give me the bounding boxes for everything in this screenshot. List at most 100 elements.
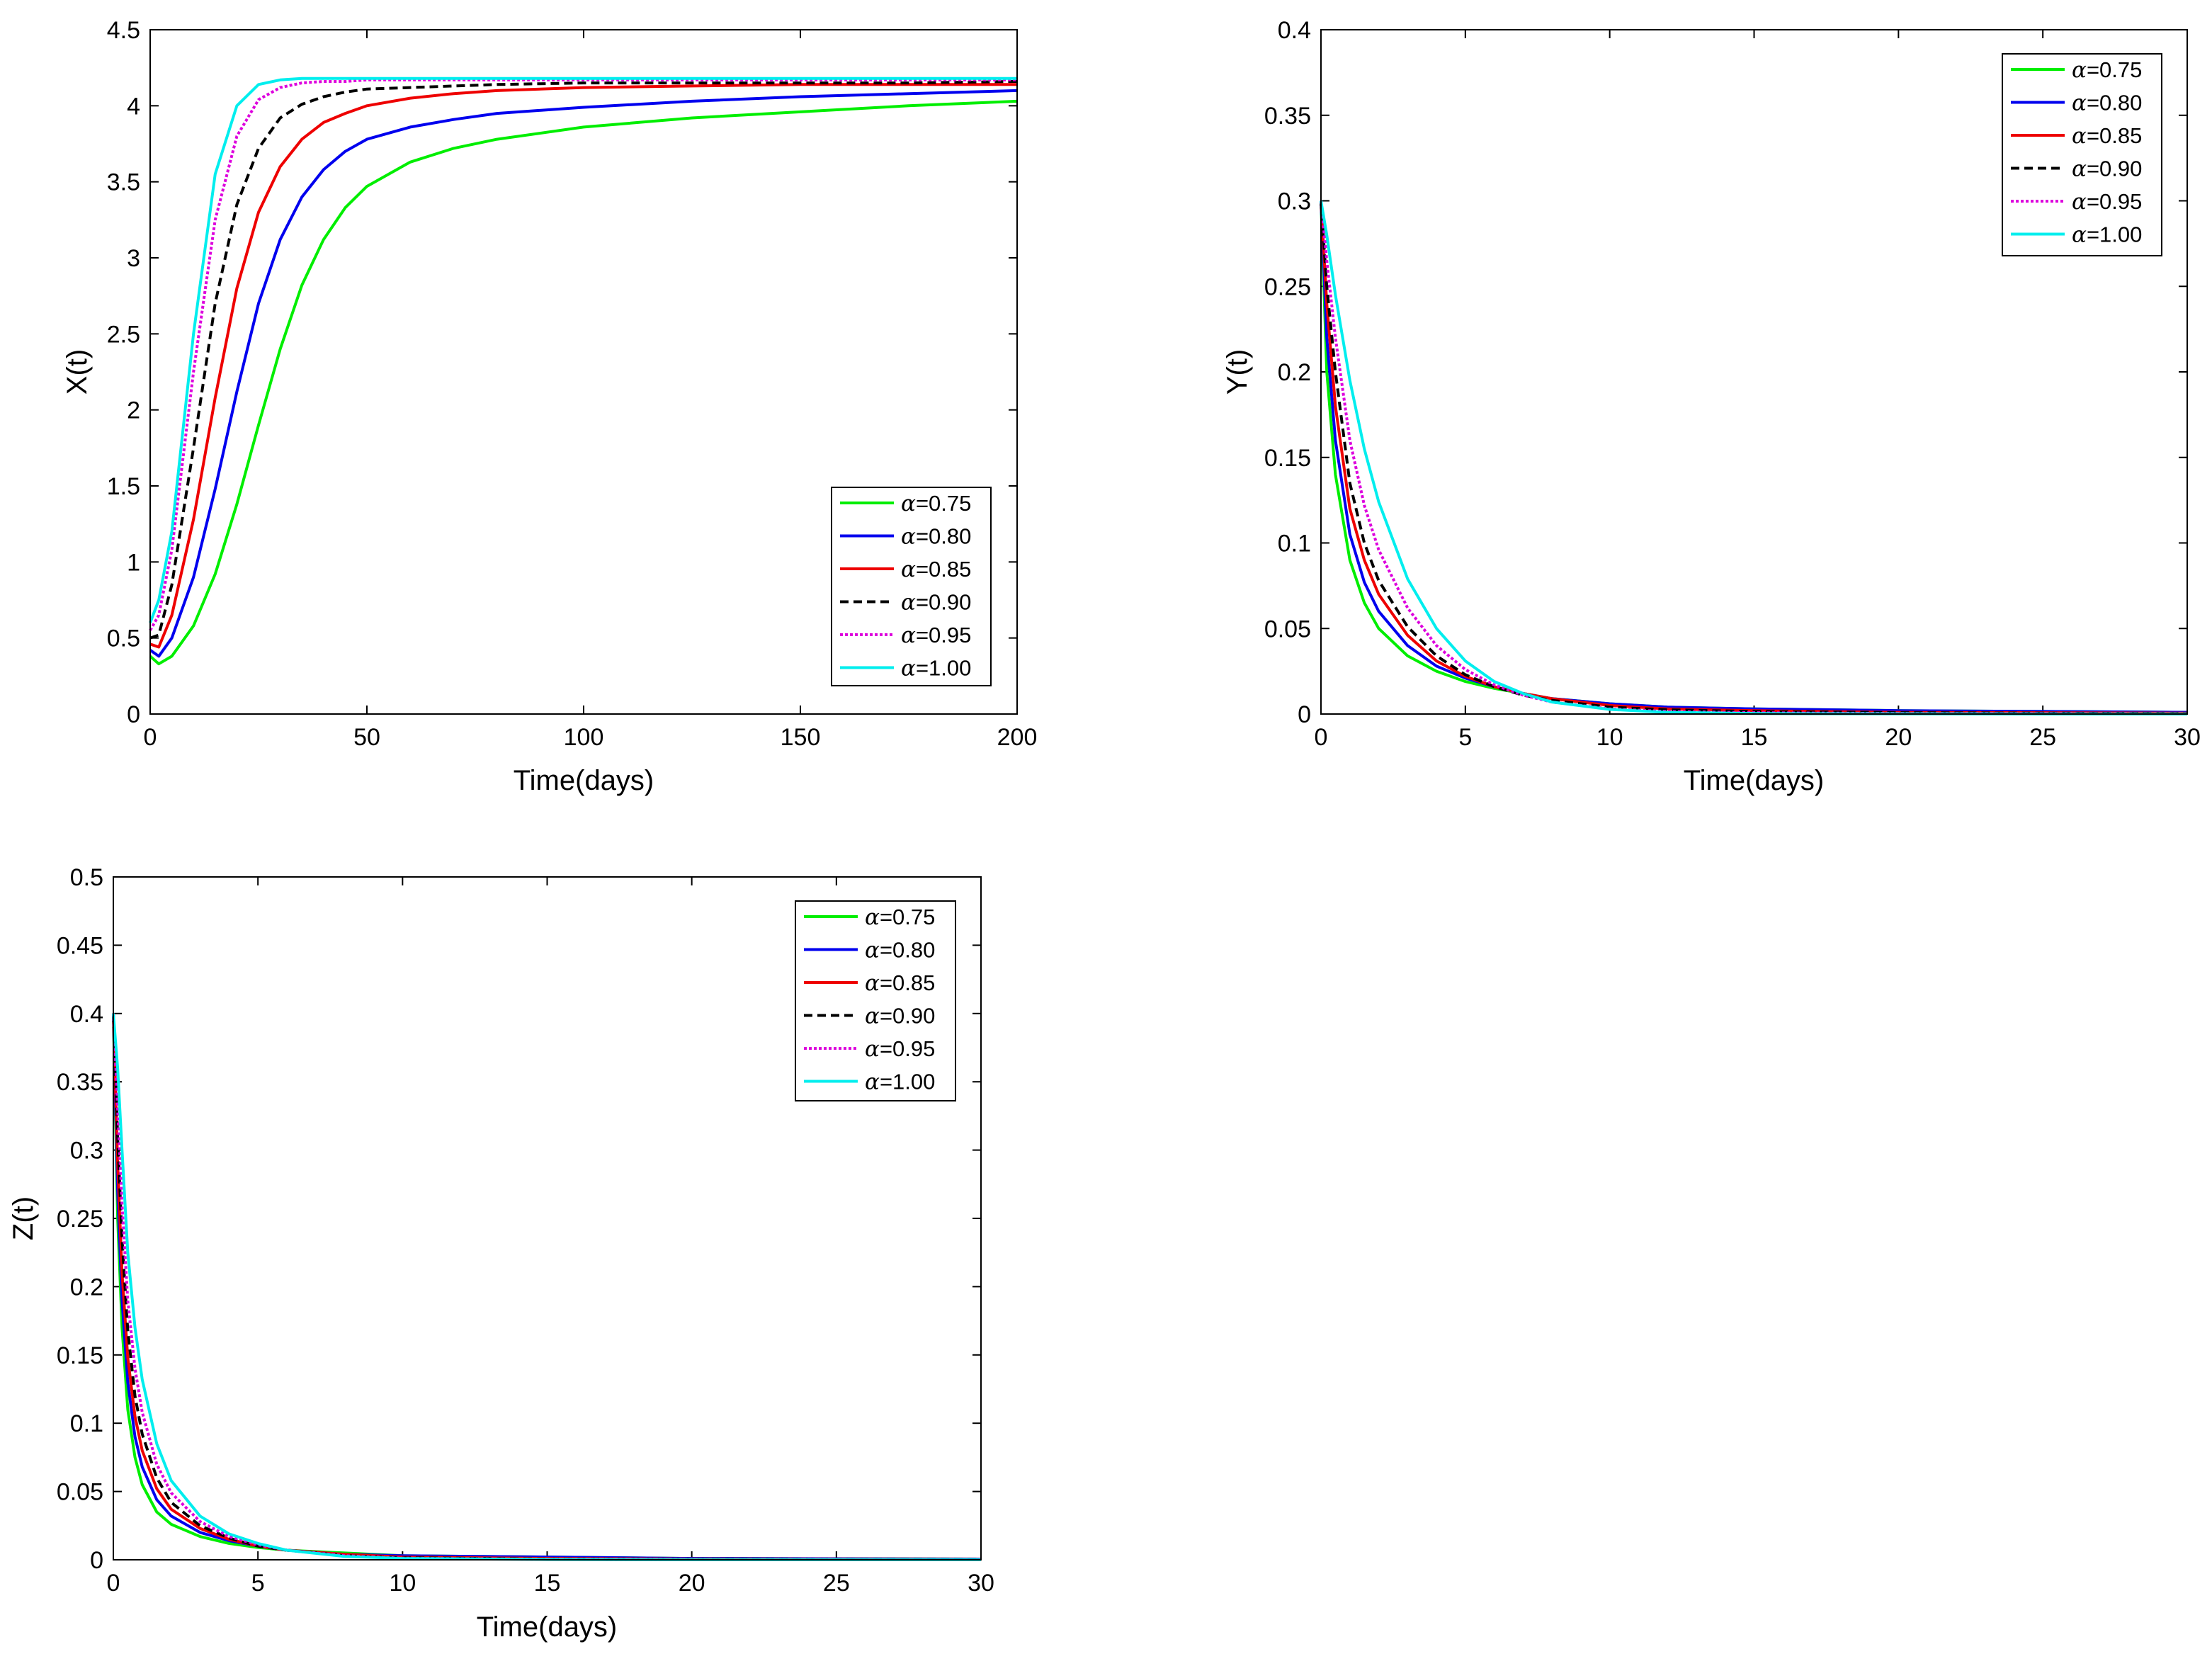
series-line-alpha-0.75: [149, 99, 1018, 666]
legend-box: [795, 900, 956, 1101]
legend-label: α=0.75: [2072, 57, 2142, 83]
axes-box-y: [1320, 29, 2188, 715]
y-tick-label: 0.3: [1278, 188, 1311, 215]
x-tick-label: 50: [353, 724, 380, 751]
legend-label: α=0.85: [901, 557, 971, 582]
ticks-z: 0 5 10 15 20 25 30 0 0.05 0.1 0.15 0.2 0.25 0.3 0.35 0.…: [57, 864, 994, 1597]
y-tick-label: 0: [127, 701, 140, 728]
legend-label: α=0.90: [901, 590, 971, 616]
series-lines-z: [112, 1013, 982, 1561]
y-tick-label: 3.5: [107, 169, 140, 196]
x-tick-label: 20: [679, 1570, 705, 1597]
legend-label: α=0.90: [865, 1004, 935, 1029]
y-tick-label: 0.5: [107, 625, 140, 652]
legend-label: α=0.90: [2072, 157, 2142, 182]
legend-label: α=0.85: [2072, 123, 2142, 149]
x-tick-label: 15: [1741, 724, 1768, 751]
y-tick-label: 0.1: [1278, 531, 1311, 557]
x-tick-label: 0: [1315, 724, 1328, 751]
y-tick-label: 0.35: [57, 1069, 103, 1096]
y-tick-label: 0: [1298, 701, 1311, 728]
y-tick-label: 0.15: [57, 1342, 103, 1369]
x-tick-label: 10: [389, 1570, 416, 1597]
x-tick-label: 150: [781, 724, 821, 751]
x-tick-label: 0: [144, 724, 157, 751]
legend-entries: α=0.75 α=0.80 α=0.85 α=0.90 α=0.95 α=1.00: [2011, 57, 2142, 248]
legend-label: α=0.80: [865, 938, 935, 963]
legend-label: α=0.75: [865, 905, 935, 930]
x-tick-label: 5: [251, 1570, 265, 1597]
y-tick-label: 2.5: [107, 321, 140, 348]
series-line-alpha-0.80: [149, 89, 1018, 658]
series-line-alpha-1.00: [112, 1013, 981, 1561]
panel-x-chart: 0 50 100 150 200 0 0.5 1 1.5 2 2.5 3 3.5 4 4.5 Time(da…: [62, 17, 1037, 796]
y-tick-label: 0.25: [1264, 273, 1311, 300]
legend-entries: α=0.75 α=0.80 α=0.85 α=0.90 α=0.95 α=1.00: [840, 491, 971, 681]
ticks-x: 0 50 100 150 200 0 0.5 1 1.5 2 2.5 3 3.5 4 4.5: [107, 17, 1038, 751]
y-tick-label: 0.1: [70, 1410, 103, 1437]
x-tick-label: 20: [1885, 724, 1912, 751]
legend-label: α=0.80: [2072, 91, 2142, 116]
y-tick-label: 0.05: [57, 1479, 103, 1506]
x-tick-label: 25: [823, 1570, 850, 1597]
legend: α=0.75 α=0.80 α=0.85 α=0.90 α=0.95 α=1.00: [2002, 53, 2162, 256]
legend-label: α=0.95: [2072, 189, 2142, 215]
series-line-alpha-0.85: [149, 83, 1017, 649]
x-axis-title: Time(days): [1684, 765, 1825, 796]
y-tick-label: 3: [127, 245, 140, 272]
y-tick-label: 0.5: [70, 864, 103, 891]
legend-label: α=0.85: [865, 970, 935, 996]
series-lines-y: [1320, 200, 2188, 715]
x-tick-label: 30: [2174, 724, 2201, 751]
legend-label: α=0.95: [865, 1036, 935, 1062]
legend: α=0.75 α=0.80 α=0.85 α=0.90 α=0.95 α=1.00: [831, 487, 992, 686]
legend-label: α=0.75: [901, 491, 971, 516]
y-tick-label: 0.3: [70, 1138, 103, 1165]
series-line-alpha-0.90: [1320, 200, 2188, 715]
axes-box-x: [149, 29, 1018, 715]
x-tick-label: 15: [534, 1570, 561, 1597]
x-tick-label: 100: [564, 724, 604, 751]
y-axis-title: X(t): [62, 349, 93, 395]
x-tick-label: 10: [1596, 724, 1623, 751]
x-axis-title: Time(days): [477, 1611, 618, 1643]
axes-box-z: [113, 876, 982, 1560]
y-tick-label: 0.35: [1264, 103, 1311, 130]
legend-label: α=1.00: [865, 1070, 935, 1095]
legend-label: α=0.95: [901, 623, 971, 648]
series-line-alpha-0.90: [149, 80, 1018, 640]
y-tick-label: 0.4: [70, 1001, 103, 1028]
series-line-alpha-1.00: [149, 77, 1017, 623]
y-tick-label: 1: [127, 549, 140, 576]
y-tick-label: 0.05: [1264, 616, 1311, 642]
y-tick-label: 1.5: [107, 473, 140, 500]
legend: α=0.75 α=0.80 α=0.85 α=0.90 α=0.95 α=1.00: [795, 900, 956, 1101]
y-tick-label: 0.25: [57, 1206, 103, 1233]
x-tick-label: 25: [2029, 724, 2056, 751]
x-tick-label: 30: [968, 1570, 994, 1597]
series-line-alpha-0.95: [112, 1013, 982, 1561]
y-tick-label: 4.5: [107, 17, 140, 44]
x-tick-label: 200: [997, 724, 1038, 751]
y-tick-label: 0.4: [1278, 17, 1311, 44]
y-tick-label: 0.45: [57, 932, 103, 959]
legend-label: α=1.00: [901, 656, 971, 681]
y-tick-label: 2: [127, 397, 140, 424]
y-axis-title: Y(t): [1222, 349, 1253, 395]
y-tick-label: 0.15: [1264, 445, 1311, 472]
x-axis-title: Time(days): [514, 765, 654, 796]
legend-box: [2002, 53, 2162, 256]
panel-z-chart: 0 5 10 15 20 25 30 0 0.05 0.1 0.15 0.2 0.25 0.3 0.35 0.…: [8, 864, 994, 1643]
legend-entries: α=0.75 α=0.80 α=0.85 α=0.90 α=0.95 α=1.00: [804, 905, 935, 1095]
legend-label: α=1.00: [2072, 222, 2142, 248]
panel-y-chart: 0 5 10 15 20 25 30 0 0.05 0.1 0.15 0.2 0.25 0.3 0.35 0.…: [1222, 17, 2201, 796]
legend-box: [831, 487, 992, 686]
y-axis-title: Z(t): [8, 1196, 39, 1240]
y-tick-label: 0: [90, 1547, 103, 1574]
y-tick-label: 0.2: [70, 1274, 103, 1301]
x-tick-label: 0: [107, 1570, 120, 1597]
x-tick-label: 5: [1458, 724, 1472, 751]
series-lines-x: [149, 77, 1018, 666]
y-tick-label: 0.2: [1278, 359, 1311, 386]
